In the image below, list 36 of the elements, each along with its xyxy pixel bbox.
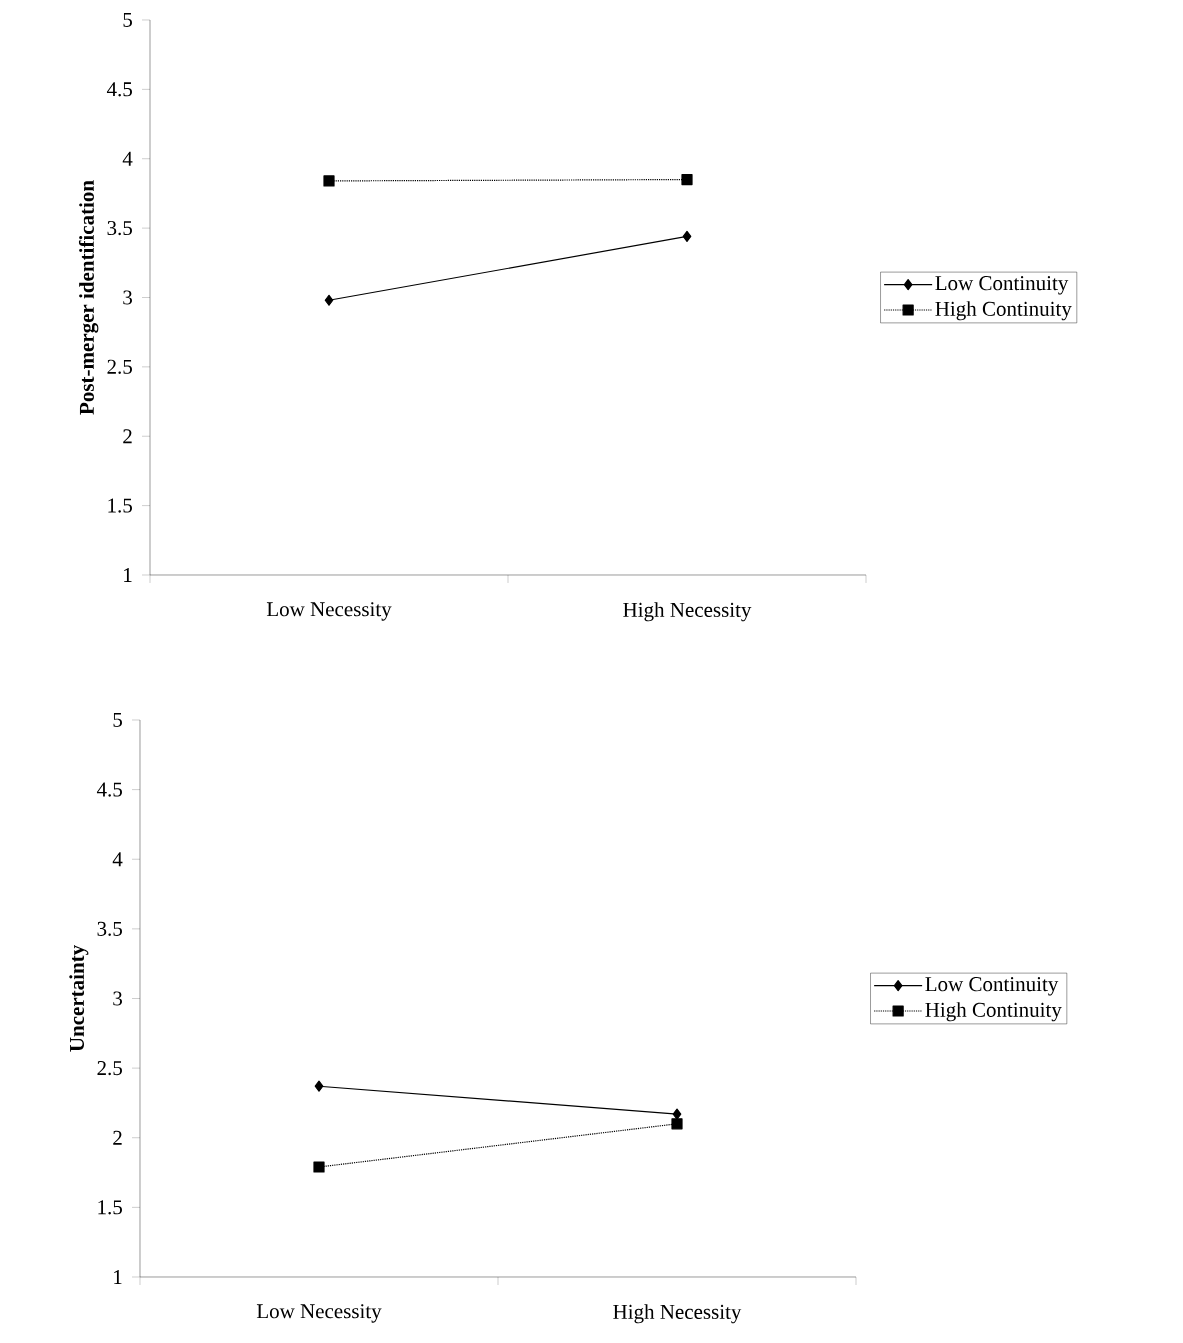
point: [323, 175, 335, 187]
y-tick-label: 3.5: [107, 221, 132, 236]
y-tick-label: 1: [114, 1270, 122, 1284]
point: [324, 294, 334, 306]
legend-label: High Continuity: [925, 1002, 1062, 1022]
point: [314, 1080, 324, 1092]
y-tick-label: 1.5: [98, 1200, 122, 1215]
legend-label: High Continuity: [935, 301, 1072, 321]
y-axis-title: Uncertainty: [69, 945, 89, 1052]
point: [681, 173, 693, 186]
x-tick-label: High Necessity: [623, 602, 752, 622]
legend-label: Low Continuity: [935, 276, 1069, 295]
legend-label: Low Continuity: [925, 977, 1059, 996]
y-tick-label: 3: [123, 290, 132, 305]
y-tick-label: 5: [113, 713, 122, 727]
point: [313, 1161, 325, 1173]
x-tick-label: Low Necessity: [266, 602, 392, 621]
y-tick-label: 5: [123, 13, 132, 27]
y-tick-label: 3: [113, 991, 122, 1006]
y-tick-label: 3.5: [97, 921, 122, 936]
y-tick-label: 2.5: [97, 1061, 122, 1076]
x-tick-label: Low Necessity: [256, 1304, 382, 1323]
y-tick-label: 2: [113, 1130, 122, 1145]
y-tick-label: 2: [123, 429, 132, 444]
y-tick-label: 1.5: [108, 498, 132, 513]
point: [671, 1118, 683, 1130]
y-tick-label: 4: [112, 852, 123, 867]
point: [682, 230, 692, 243]
y-tick-label: 4.5: [96, 782, 122, 797]
y-axis-title: Post-merger identification: [78, 180, 99, 415]
y-tick-label: 4.5: [106, 82, 132, 97]
x-tick-label: High Necessity: [613, 1304, 742, 1324]
y-tick-label: 1: [124, 568, 132, 582]
y-tick-label: 2.5: [107, 359, 132, 374]
point: [672, 1108, 682, 1120]
y-tick-label: 4: [122, 151, 133, 166]
